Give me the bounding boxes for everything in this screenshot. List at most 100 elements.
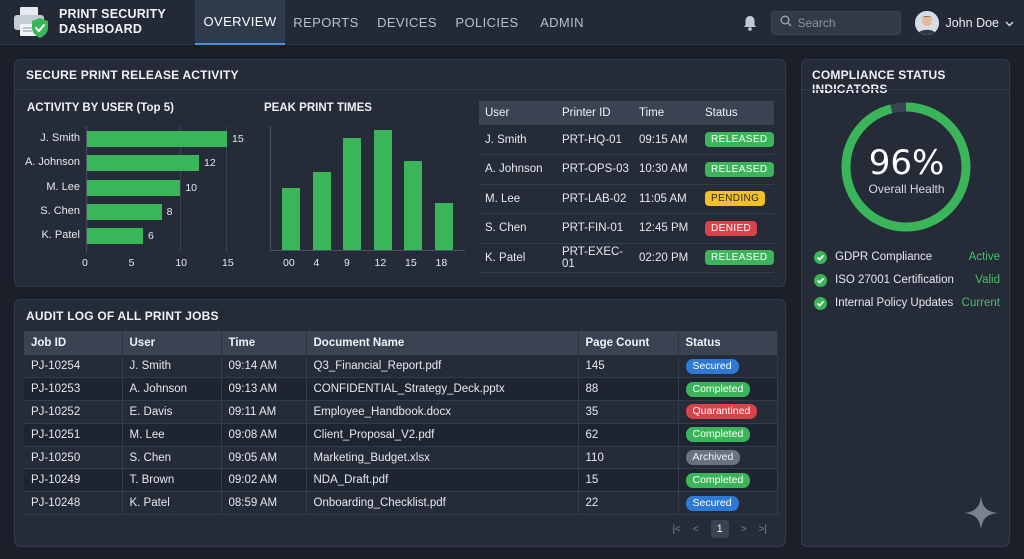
chart-grid-line [226,126,227,252]
status-cell: PENDING [699,184,774,214]
gauge-fill [841,102,971,232]
bar-label: A. Johnson [24,156,80,169]
bar[interactable] [87,155,199,172]
status-badge: Completed [685,381,751,397]
bar[interactable] [87,131,227,147]
chevron-down-icon [1005,14,1014,32]
table-cell: 12:45 PM [633,213,699,244]
status-cell: Secured [678,355,778,379]
col-header-page-count[interactable]: Page Count [578,331,679,355]
status-badge: Secured [685,358,739,374]
audit-log-panel: AUDIT LOG OF ALL PRINT JOBS Job ID User … [14,299,786,547]
bar-label: K. Patel [41,229,80,242]
release-panel-title: SECURE PRINT RELEASE ACTIVITY [26,68,239,82]
table-cell: PJ-10251 [24,423,123,447]
table-row[interactable]: PJ-10251 M. Lee 09:08 AM Client_Proposal_V2… [24,423,778,447]
status-badge: Secured [685,495,739,511]
table-cell: CONFIDENTIAL_Strategy_Deck.pptx [306,377,579,402]
table-row[interactable]: J. Smith PRT-HQ-01 09:15 AM RELEASED [479,125,774,155]
table-cell: PRT-OPS-03 [556,154,633,185]
bell-icon[interactable] [741,14,759,32]
top-right-controls: John Doe [741,0,1014,45]
x-tick-label: 18 [435,257,448,269]
user-menu[interactable]: John Doe [915,10,1014,35]
sparkle-icon[interactable] [963,495,999,536]
search-input[interactable] [797,15,893,30]
chart-axis-line [270,126,271,251]
last-page-button[interactable]: >| [758,523,767,535]
tab-policies[interactable]: POLICIES [455,14,519,30]
table-row[interactable]: PJ-10248 K. Patel 08:59 AM Onboarding_Check… [24,491,778,516]
bar[interactable] [282,187,300,250]
col-header-status[interactable]: Status [678,331,778,355]
col-header-document-name[interactable]: Document Name [306,331,579,355]
table-cell: K. Patel [122,491,222,516]
bar-value-label: 10 [185,181,198,194]
bar-label: M. Lee [46,180,80,193]
bar[interactable] [343,137,361,250]
avatar [915,10,940,35]
table-cell: Employee_Handbook.docx [306,400,579,424]
release-table: User Printer ID Time Status J. Smith PRT-… [479,101,774,273]
status-cell: DENIED [699,213,774,244]
bar[interactable] [87,179,181,196]
prev-page-button[interactable]: < [692,523,699,535]
table-cell: 11:05 AM [633,184,699,214]
col-header-job-id[interactable]: Job ID [24,331,123,355]
compliance-label: ISO 27001 Certification [835,274,954,286]
table-cell: Q3_Financial_Report.pdf [306,355,579,379]
chart-axis-line [270,250,465,251]
x-tick-label: 9 [344,257,350,269]
next-page-button[interactable]: > [740,523,747,535]
top-bar: PRINT SECURITY DASHBOARD OVERVIEW REPORT… [0,0,1024,45]
status-badge: RELEASED [705,161,774,177]
table-row[interactable]: S. Chen PRT-FIN-01 12:45 PM DENIED [479,213,774,244]
table-row[interactable]: M. Lee PRT-LAB-02 11:05 AM PENDING [479,184,774,214]
compliance-panel: COMPLIANCE STATUS INDICATORS 96% Overall… [801,59,1010,547]
tab-reports[interactable]: REPORTS [293,14,359,30]
bar[interactable] [373,129,392,250]
check-icon [814,296,827,310]
tab-admin[interactable]: ADMIN [540,14,584,30]
tab-devices[interactable]: DEVICES [377,14,437,30]
x-tick-label: 0 [82,257,88,269]
table-row[interactable]: PJ-10250 S. Chen 09:05 AM Marketing_Budget.… [24,446,778,470]
col-header-user[interactable]: User [479,101,556,125]
col-header-time[interactable]: Time [633,101,699,125]
table-row[interactable]: PJ-10253 A. Johnson 09:13 AM CONFIDENTIAL_S… [24,377,778,402]
status-cell: RELEASED [699,243,774,273]
col-header-status[interactable]: Status [699,101,774,125]
search-box[interactable] [771,10,902,35]
tab-overview[interactable]: OVERVIEW [195,0,285,45]
table-cell: PRT-LAB-02 [556,184,633,214]
bar[interactable] [312,171,331,250]
col-header-time[interactable]: Time [221,331,307,355]
current-page-button[interactable]: 1 [710,520,729,538]
bar[interactable] [404,160,422,250]
table-row[interactable]: A. Johnson PRT-OPS-03 10:30 AM RELEASED [479,154,774,185]
table-cell: 09:15 AM [633,125,699,155]
compliance-status: Active [968,251,1000,263]
divider [802,89,1009,90]
table-row[interactable]: PJ-10249 T. Brown 09:02 AM NDA_Draft.pdf 15 C… [24,468,778,493]
table-cell: PRT-EXEC-01 [556,243,633,273]
first-page-button[interactable]: |< [672,523,681,535]
x-tick-label: 00 [283,257,295,269]
table-cell: 10:30 AM [633,154,699,185]
table-row[interactable]: K. Patel PRT-EXEC-01 02:20 PM RELEASED [479,243,774,273]
table-row[interactable]: PJ-10252 E. Davis 09:11 AM Employee_Handboo… [24,400,778,424]
bar[interactable] [87,203,162,220]
bar-value-label: 15 [232,133,244,145]
table-header-row: User Printer ID Time Status [479,101,774,125]
peak-print-times-chart: 00 4 9 12 15 18 [15,60,475,288]
check-icon [814,273,827,287]
table-row[interactable]: PJ-10254 J. Smith 09:14 AM Q3_Financial_Rep… [24,355,778,379]
table-cell: NDA_Draft.pdf [306,468,579,493]
table-cell: 09:08 AM [221,423,307,447]
col-header-printer-id[interactable]: Printer ID [556,101,633,125]
bar[interactable] [87,228,143,245]
bar-value-label: 8 [166,205,173,218]
bar[interactable] [434,203,453,250]
col-header-user[interactable]: User [122,331,222,355]
table-cell: K. Patel [479,243,556,273]
